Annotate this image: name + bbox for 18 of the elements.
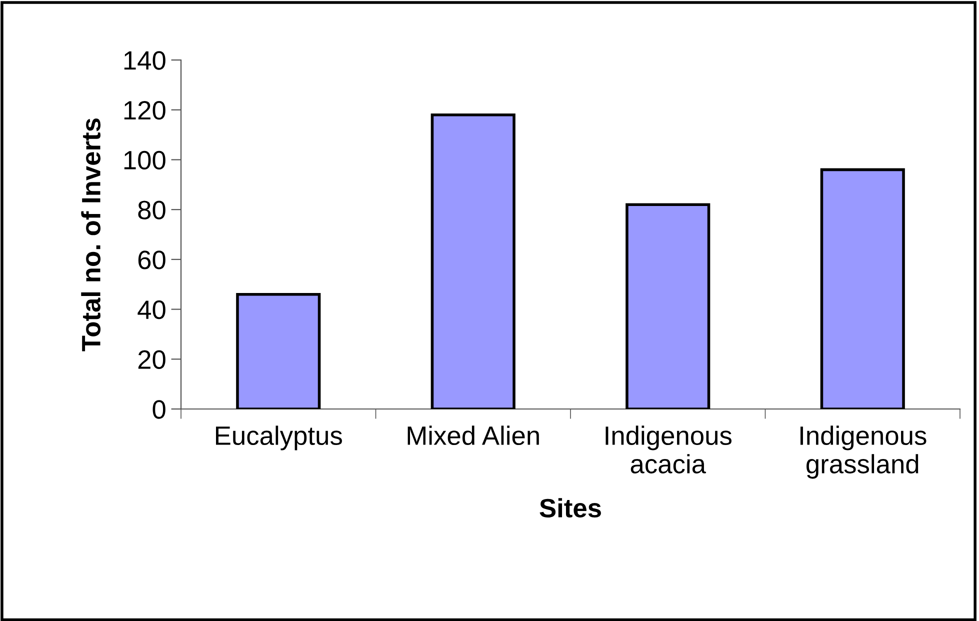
bar (430, 113, 516, 409)
y-tick-label: 80 (138, 200, 166, 220)
y-tick-label: 120 (124, 100, 166, 120)
y-tick-label: 140 (124, 51, 166, 70)
y-tick-label: 40 (138, 300, 166, 320)
y-tick-label: 0 (152, 400, 166, 419)
y-tick-label: 60 (138, 250, 166, 270)
y-tick-label: 20 (138, 350, 166, 369)
x-tick-label: Eucalyptus (216, 426, 342, 450)
x-tick-label: Indigenous grassland (800, 426, 926, 479)
bar (820, 168, 905, 409)
x-axis-title: Sites (540, 498, 601, 518)
bar (236, 292, 321, 409)
y-axis-title: Total no. of Inverts (81, 118, 101, 352)
x-tick-label: Indigenous acacia (606, 426, 732, 474)
x-tick-label: Mixed Alien (408, 426, 539, 446)
bar (626, 203, 710, 409)
y-tick-label: 100 (124, 150, 166, 170)
